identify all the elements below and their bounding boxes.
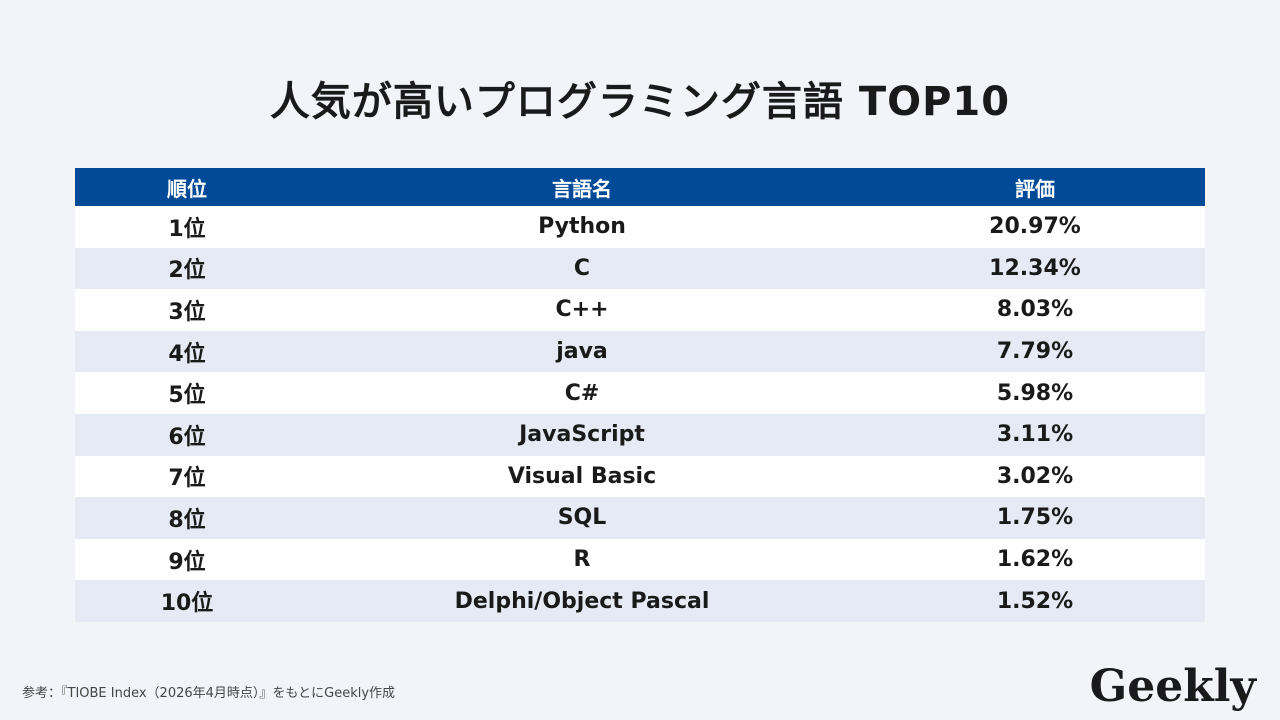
language-cell: C#: [299, 372, 865, 414]
ranking-table: 順位 言語名 評価 1位 Python 20.97% 2位 C 12.34% 3…: [75, 168, 1205, 622]
language-cell: C++: [299, 289, 865, 331]
rank-cell: 3位: [75, 289, 299, 331]
score-cell: 8.03%: [865, 289, 1205, 331]
rank-cell: 4位: [75, 330, 299, 373]
language-cell: R: [299, 538, 865, 581]
rank-cell: 9位: [75, 538, 299, 581]
column-header-language: 言語名: [299, 168, 865, 206]
table-row: 9位 R 1.62%: [75, 538, 1205, 581]
rank-cell: 2位: [75, 247, 299, 290]
page-title: 人気が高いプログラミング言語 TOP10: [269, 79, 1011, 125]
score-cell: 7.79%: [865, 330, 1205, 373]
language-cell: C: [299, 247, 865, 290]
language-cell: Visual Basic: [299, 455, 865, 498]
table-row: 6位 JavaScript 3.11%: [75, 413, 1205, 456]
column-header-score: 評価: [865, 168, 1205, 206]
score-cell: 1.75%: [865, 497, 1205, 539]
language-cell: java: [299, 330, 865, 373]
table-row: 2位 C 12.34%: [75, 247, 1205, 290]
rank-cell: 1位: [75, 206, 299, 248]
table-row: 4位 java 7.79%: [75, 330, 1205, 373]
table-row: 3位 C++ 8.03%: [75, 289, 1205, 331]
language-cell: SQL: [299, 497, 865, 539]
rank-cell: 8位: [75, 497, 299, 539]
rank-cell: 6位: [75, 413, 299, 456]
rank-cell: 10位: [75, 580, 299, 622]
geekly-logo: Geekly: [1089, 661, 1256, 712]
table-row: 1位 Python 20.97%: [75, 206, 1205, 248]
table-header-row: 順位 言語名 評価: [75, 168, 1205, 206]
score-cell: 12.34%: [865, 247, 1205, 290]
column-header-rank: 順位: [75, 168, 299, 206]
rank-cell: 5位: [75, 372, 299, 414]
table-row: 5位 C# 5.98%: [75, 372, 1205, 414]
table-row: 10位 Delphi/Object Pascal 1.52%: [75, 580, 1205, 622]
rank-cell: 7位: [75, 455, 299, 498]
source-note: 参考：『TIOBE Index（2026年4月時点）』をもとにGeekly作成: [22, 686, 396, 701]
table-row: 8位 SQL 1.75%: [75, 497, 1205, 539]
score-cell: 3.11%: [865, 413, 1205, 456]
language-cell: JavaScript: [299, 413, 865, 456]
table-row: 7位 Visual Basic 3.02%: [75, 455, 1205, 498]
score-cell: 5.98%: [865, 372, 1205, 414]
score-cell: 1.62%: [865, 538, 1205, 581]
score-cell: 3.02%: [865, 455, 1205, 498]
score-cell: 20.97%: [865, 206, 1205, 248]
language-cell: Python: [299, 206, 865, 248]
language-cell: Delphi/Object Pascal: [299, 580, 865, 622]
score-cell: 1.52%: [865, 580, 1205, 622]
